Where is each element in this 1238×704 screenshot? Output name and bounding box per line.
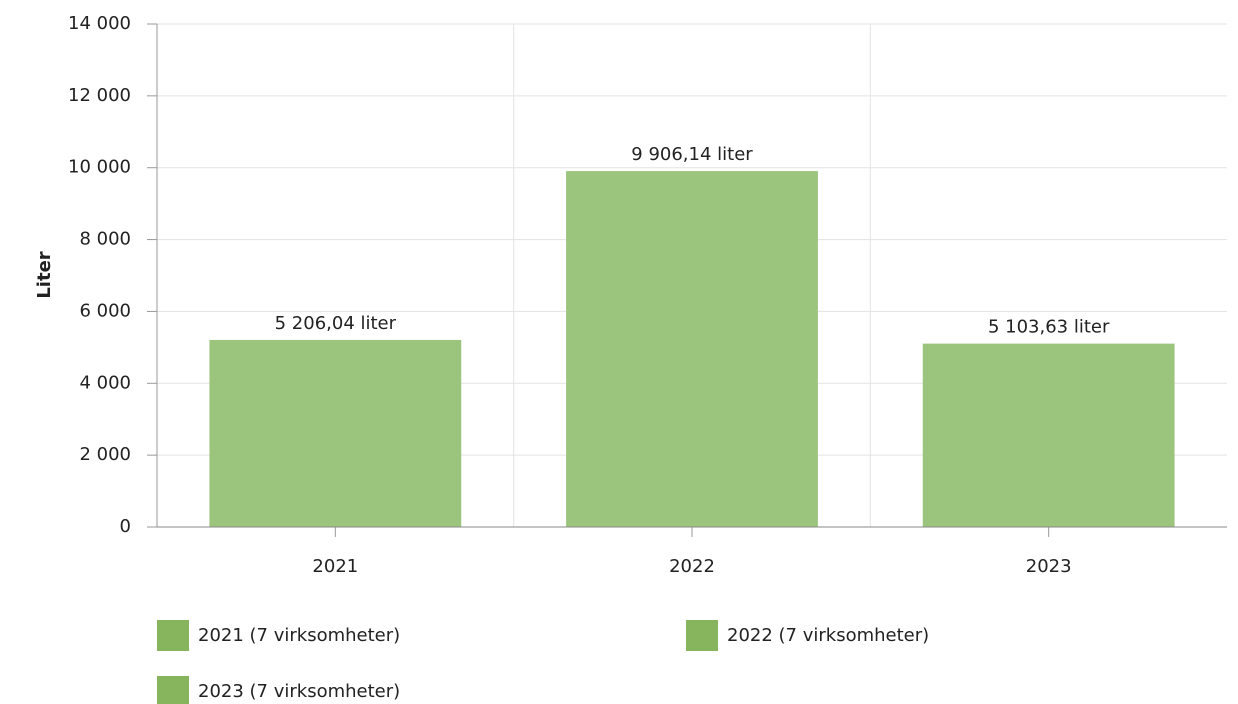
value-label: 9 906,14 liter (631, 144, 753, 165)
y-tick-label: 6 000 (79, 300, 131, 321)
legend-label: 2021 (7 virksomheter) (198, 625, 400, 646)
y-tick-label: 8 000 (79, 229, 131, 250)
value-label: 5 103,63 liter (988, 317, 1110, 338)
y-tick-label: 14 000 (68, 13, 131, 34)
y-tick-label: 4 000 (79, 372, 131, 393)
y-tick-label: 2 000 (79, 444, 131, 465)
bar (922, 343, 1175, 527)
legend-swatch (686, 620, 718, 651)
legend-label: 2022 (7 virksomheter) (727, 625, 929, 646)
y-tick-label: 0 (120, 516, 131, 537)
legend-swatch (157, 676, 189, 704)
bar (566, 171, 818, 527)
value-label: 5 206,04 liter (275, 313, 397, 334)
y-tick-label: 10 000 (68, 157, 131, 178)
x-tick-label: 2023 (1026, 556, 1072, 577)
legend-swatch (157, 620, 189, 651)
y-axis-label: Liter (34, 251, 55, 298)
y-tick-label: 12 000 (68, 85, 131, 106)
bar (209, 339, 462, 527)
legend-label: 2023 (7 virksomheter) (198, 681, 400, 702)
x-tick-label: 2022 (669, 556, 715, 577)
x-tick-label: 2021 (312, 556, 358, 577)
